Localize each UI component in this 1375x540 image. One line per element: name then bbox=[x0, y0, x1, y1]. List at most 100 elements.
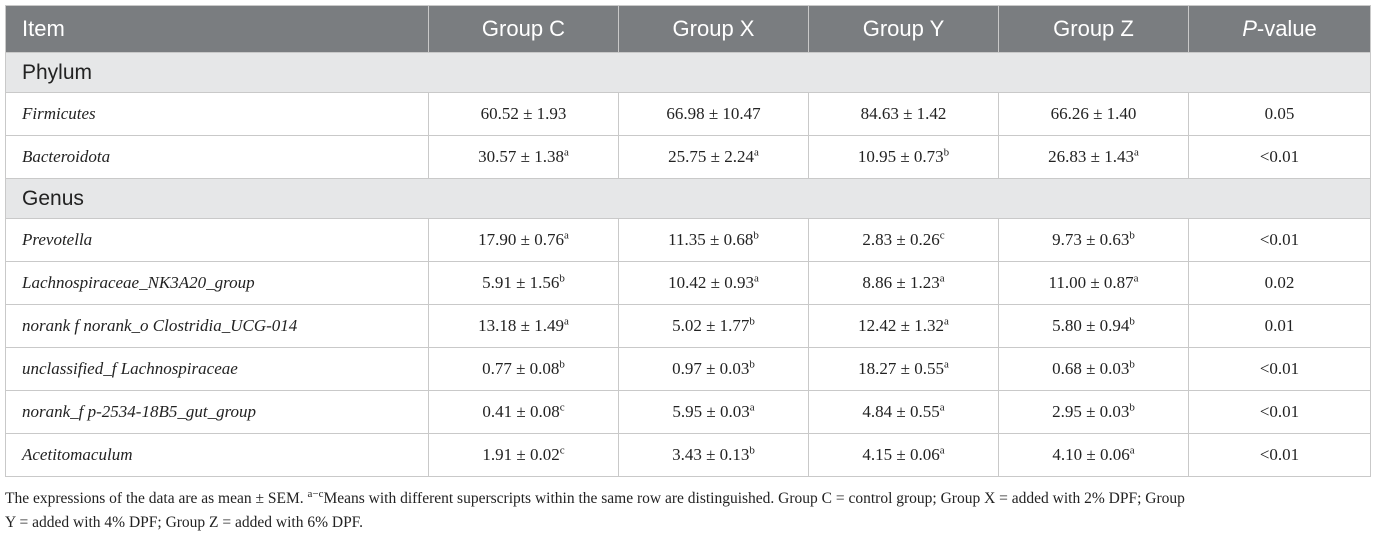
cell-value: 3.43 ± 0.13 bbox=[672, 445, 750, 464]
header-row: Item Group C Group X Group Y Group Z P-v… bbox=[5, 5, 1371, 53]
p-value-cell: <0.01 bbox=[1188, 347, 1371, 391]
cell-superscript: a bbox=[563, 146, 569, 159]
table-cell: 18.27 ± 0.55a bbox=[808, 347, 999, 391]
cell-value: 30.57 ± 1.38 bbox=[478, 147, 564, 166]
cell-value: 18.27 ± 0.55 bbox=[858, 359, 944, 378]
table-cell: 2.95 ± 0.03b bbox=[998, 390, 1189, 434]
section-title: Genus bbox=[5, 178, 1371, 219]
p-value-cell: <0.01 bbox=[1188, 135, 1371, 179]
table-cell: 0.41 ± 0.08c bbox=[428, 390, 619, 434]
cell-value: 0.97 ± 0.03 bbox=[672, 359, 750, 378]
row-item-name: Prevotella bbox=[5, 218, 429, 262]
cell-superscript: b bbox=[749, 358, 755, 371]
table-cell: 66.98 ± 10.47 bbox=[618, 92, 809, 136]
header-item: Item bbox=[5, 5, 429, 53]
cell-superscript: a bbox=[1133, 272, 1139, 285]
cell-value: 10.42 ± 0.93 bbox=[668, 273, 754, 292]
cell-value: 11.00 ± 0.87 bbox=[1048, 273, 1134, 292]
cell-value: 66.26 ± 1.40 bbox=[1050, 104, 1137, 123]
header-group-y: Group Y bbox=[808, 5, 999, 53]
cell-superscript: b bbox=[559, 358, 565, 371]
table-cell: 17.90 ± 0.76a bbox=[428, 218, 619, 262]
footnote-text-3: Y = added with 4% DPF; Group Z = added w… bbox=[5, 514, 363, 531]
data-table: Item Group C Group X Group Y Group Z P-v… bbox=[5, 5, 1371, 477]
header-p-value: P-value bbox=[1188, 5, 1371, 53]
cell-value: 0.41 ± 0.08 bbox=[482, 402, 560, 421]
cell-superscript: c bbox=[559, 444, 565, 457]
cell-value: 17.90 ± 0.76 bbox=[478, 230, 564, 249]
table-footnote: The expressions of the data are as mean … bbox=[5, 487, 1370, 535]
cell-value: 9.73 ± 0.63 bbox=[1052, 230, 1130, 249]
cell-superscript: a bbox=[939, 444, 945, 457]
table-cell: 60.52 ± 1.93 bbox=[428, 92, 619, 136]
table-cell: 9.73 ± 0.63b bbox=[998, 218, 1189, 262]
cell-superscript: a bbox=[753, 272, 759, 285]
table-row: Firmicutes 60.52 ± 1.93 66.98 ± 10.47 84.63… bbox=[5, 92, 1371, 136]
cell-value: 1.91 ± 0.02 bbox=[482, 445, 560, 464]
table-cell: 2.83 ± 0.26c bbox=[808, 218, 999, 262]
cell-superscript: a bbox=[943, 315, 949, 328]
cell-value: 11.35 ± 0.68 bbox=[668, 230, 754, 249]
table-cell: 0.68 ± 0.03b bbox=[998, 347, 1189, 391]
table-cell: 3.43 ± 0.13b bbox=[618, 433, 809, 477]
cell-superscript: b bbox=[1129, 401, 1135, 414]
table-row: unclassified_f Lachnospiraceae 0.77 ± 0.0… bbox=[5, 347, 1371, 391]
cell-superscript: b bbox=[943, 146, 950, 159]
cell-superscript: c bbox=[559, 401, 565, 414]
table-cell: 13.18 ± 1.49a bbox=[428, 304, 619, 348]
p-value-cell: <0.01 bbox=[1188, 390, 1371, 434]
header-group-z: Group Z bbox=[998, 5, 1189, 53]
row-item-name: Lachnospiraceae_NK3A20_group bbox=[5, 261, 429, 305]
cell-value: 5.80 ± 0.94 bbox=[1052, 316, 1130, 335]
cell-value: 5.02 ± 1.77 bbox=[672, 316, 750, 335]
p-value-cell: 0.02 bbox=[1188, 261, 1371, 305]
cell-value: 4.84 ± 0.55 bbox=[862, 402, 940, 421]
cell-superscript: a bbox=[749, 401, 755, 414]
table-cell: 0.97 ± 0.03b bbox=[618, 347, 809, 391]
table-row: Bacteroidota 30.57 ± 1.38a 25.75 ± 2.24a 10… bbox=[5, 135, 1371, 179]
table-cell: 4.15 ± 0.06a bbox=[808, 433, 999, 477]
cell-value: 8.86 ± 1.23 bbox=[862, 273, 940, 292]
row-item-name: norank_f p-2534-18B5_gut_group bbox=[5, 390, 429, 434]
cell-superscript: a bbox=[1129, 444, 1135, 457]
cell-value: 0.68 ± 0.03 bbox=[1052, 359, 1130, 378]
section-row-genus: Genus bbox=[5, 178, 1371, 219]
cell-superscript: b bbox=[1129, 358, 1135, 371]
p-value-cell: 0.01 bbox=[1188, 304, 1371, 348]
footnote-text-2: Means with different superscripts within… bbox=[323, 490, 1185, 507]
table-cell: 1.91 ± 0.02c bbox=[428, 433, 619, 477]
section-title: Phylum bbox=[5, 52, 1371, 93]
cell-value: 13.18 ± 1.49 bbox=[478, 316, 564, 335]
row-item-name: Acetitomaculum bbox=[5, 433, 429, 477]
table-row: norank f norank_o Clostridia_UCG-014 13.1… bbox=[5, 304, 1371, 348]
table-cell: 66.26 ± 1.40 bbox=[998, 92, 1189, 136]
cell-value: 0.77 ± 0.08 bbox=[482, 359, 560, 378]
cell-value: 5.95 ± 0.03 bbox=[672, 402, 750, 421]
cell-superscript: b bbox=[1129, 229, 1135, 242]
row-item-name: Firmicutes bbox=[5, 92, 429, 136]
cell-superscript: b bbox=[1129, 315, 1135, 328]
cell-superscript: b bbox=[559, 272, 565, 285]
cell-value: 25.75 ± 2.24 bbox=[668, 147, 754, 166]
table-cell: 5.80 ± 0.94b bbox=[998, 304, 1189, 348]
header-group-x: Group X bbox=[618, 5, 809, 53]
p-value-cell: <0.01 bbox=[1188, 218, 1371, 262]
table-cell: 25.75 ± 2.24a bbox=[618, 135, 809, 179]
cell-superscript: b bbox=[753, 229, 759, 242]
cell-superscript: b bbox=[749, 444, 755, 457]
cell-value: 12.42 ± 1.32 bbox=[858, 316, 944, 335]
cell-value: 10.95 ± 0.73 bbox=[857, 147, 944, 166]
cell-superscript: a bbox=[563, 315, 569, 328]
p-value-cell: <0.01 bbox=[1188, 433, 1371, 477]
cell-superscript: a bbox=[939, 272, 945, 285]
cell-value: 5.91 ± 1.56 bbox=[482, 273, 560, 292]
table-row: Acetitomaculum 1.91 ± 0.02c 3.43 ± 0.13b 4.… bbox=[5, 433, 1371, 477]
table-cell: 0.77 ± 0.08b bbox=[428, 347, 619, 391]
table-row: norank_f p-2534-18B5_gut_group 0.41 ± 0.0… bbox=[5, 390, 1371, 434]
table-row: Prevotella 17.90 ± 0.76a 11.35 ± 0.68b 2.83… bbox=[5, 218, 1371, 262]
table-row: Lachnospiraceae_NK3A20_group 5.91 ± 1.56b… bbox=[5, 261, 1371, 305]
footnote-text-1: The expressions of the data are as mean … bbox=[5, 490, 308, 507]
cell-superscript: b bbox=[749, 315, 755, 328]
cell-value: 2.95 ± 0.03 bbox=[1052, 402, 1130, 421]
p-value-cell: 0.05 bbox=[1188, 92, 1371, 136]
